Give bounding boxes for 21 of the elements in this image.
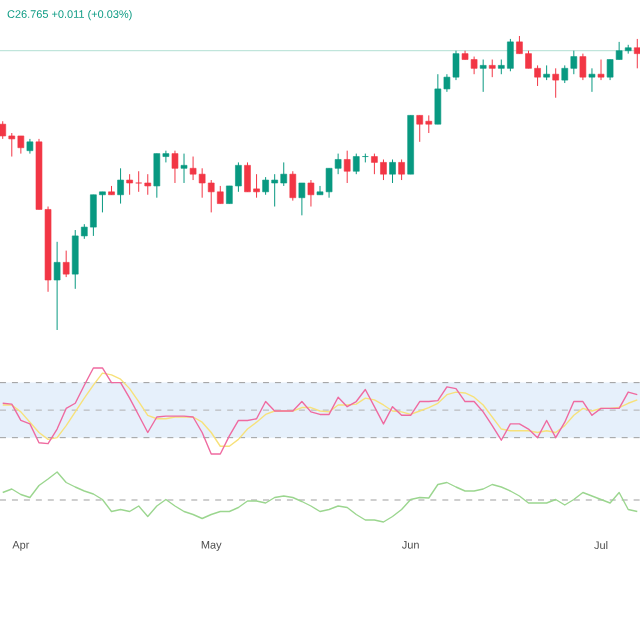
- candlestick: [53, 241, 61, 331]
- candlestick: [634, 38, 640, 69]
- candlestick: [144, 173, 152, 196]
- candlestick: [343, 150, 351, 184]
- candlestick: [398, 158, 405, 181]
- candlestick: [588, 67, 596, 93]
- candlestick: [416, 114, 424, 143]
- candlestick: [8, 132, 16, 158]
- candlestick: [307, 179, 315, 208]
- candlestick: [117, 167, 124, 205]
- candlestick: [289, 170, 297, 202]
- candlestick: [352, 153, 360, 175]
- candlestick: [62, 250, 70, 278]
- candlestick: [579, 53, 587, 81]
- candlestick: [597, 59, 605, 81]
- candlestick: [479, 59, 487, 93]
- candlestick: [171, 150, 179, 184]
- candlestick: [180, 153, 188, 184]
- candlestick: [552, 67, 559, 99]
- candlestick: [298, 182, 306, 216]
- candlestick: [389, 158, 396, 184]
